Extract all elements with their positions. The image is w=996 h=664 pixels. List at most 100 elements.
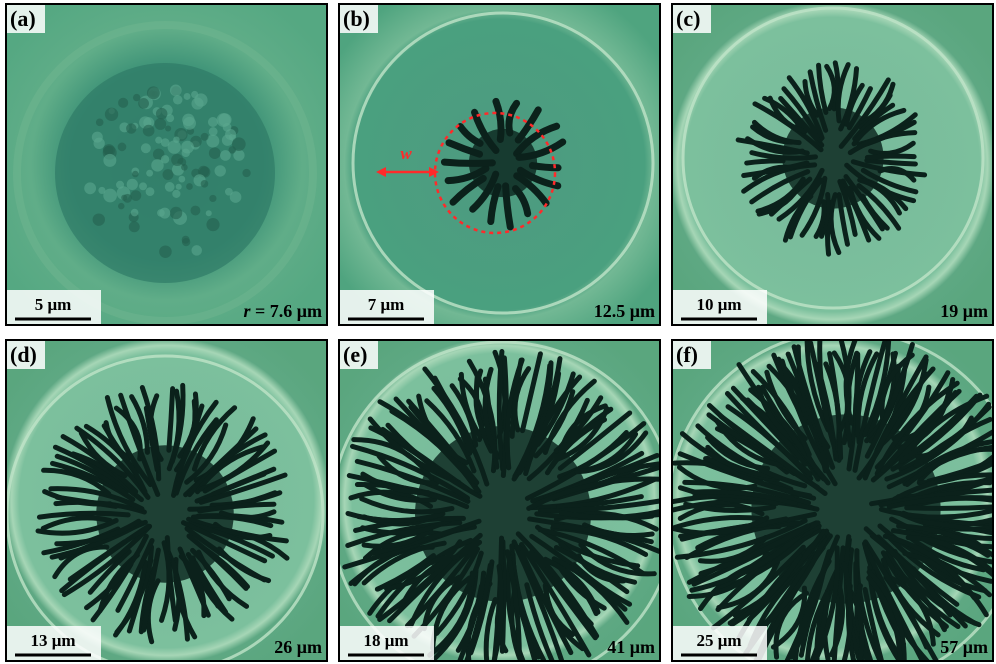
panel-label: (c)	[676, 6, 700, 31]
speckle	[201, 133, 209, 141]
speckle	[220, 150, 231, 161]
micrograph	[668, 330, 996, 664]
speckle	[172, 190, 180, 198]
speckle	[118, 143, 127, 152]
speckle	[178, 176, 185, 183]
finger	[907, 506, 996, 509]
radius-value: = 7.6 μm	[255, 301, 322, 321]
scale-bar-label: 5 μm	[35, 295, 72, 314]
speckle	[139, 182, 147, 190]
panel: (a) 5 μm r = 7.6 μm	[5, 3, 328, 326]
scale-bar-label: 13 μm	[30, 631, 75, 650]
annotation: w	[400, 144, 412, 163]
micrograph	[331, 339, 675, 664]
micrograph	[5, 3, 328, 326]
finger	[867, 156, 914, 157]
speckle	[165, 125, 171, 131]
panel: (e) 18 μm 41 μm	[331, 339, 675, 664]
micrograph: w	[338, 3, 661, 326]
speckle	[103, 154, 116, 167]
speckle	[96, 119, 104, 127]
speckle	[131, 190, 142, 201]
speckle	[116, 181, 124, 189]
speckle	[209, 195, 216, 202]
speckle	[191, 98, 203, 110]
radius-label: 41 μm	[607, 637, 655, 657]
speckle	[155, 137, 162, 144]
radius-value: 19 μm	[940, 301, 988, 321]
radius-value: 57 μm	[940, 637, 988, 657]
speckle	[165, 182, 175, 192]
speckle	[93, 213, 105, 225]
radius-value: 26 μm	[274, 637, 322, 657]
speckle	[154, 118, 166, 130]
speckle	[151, 159, 163, 171]
scale-bar-label: 25 μm	[696, 631, 741, 650]
speckle	[170, 84, 182, 96]
speckle	[186, 183, 193, 190]
speckle	[191, 206, 201, 216]
speckle	[182, 114, 194, 126]
speckle	[215, 165, 226, 176]
speckle	[206, 210, 212, 216]
speckle	[191, 245, 202, 256]
figure: (a) 5 μm r = 7.6 μm w (b) 7 μm 12.5 μm (c) 10 μm…	[0, 0, 996, 664]
speckle	[184, 93, 191, 100]
speckle	[209, 147, 221, 159]
finger	[444, 162, 492, 163]
speckle	[206, 218, 219, 231]
panel-label: (a)	[10, 6, 36, 31]
panel-label: (e)	[343, 342, 367, 367]
speckle	[223, 123, 232, 132]
speckle	[208, 117, 218, 127]
speckle	[131, 209, 139, 217]
scale-bar-label: 7 μm	[368, 295, 405, 314]
radius-label: 12.5 μm	[594, 301, 655, 321]
micrograph	[5, 339, 328, 664]
speckle	[121, 195, 127, 201]
panel: (d) 13 μm 26 μm	[5, 339, 328, 664]
scale-bar-label: 18 μm	[363, 631, 408, 650]
speckle	[176, 184, 182, 190]
panel-label: (f)	[676, 342, 698, 367]
speckle	[118, 203, 124, 209]
speckle	[209, 127, 218, 136]
radius-label: r = 7.6 μm	[244, 301, 322, 321]
speckle	[173, 95, 182, 104]
speckle	[126, 123, 136, 133]
speckle	[129, 221, 140, 232]
radius-label: 19 μm	[940, 301, 988, 321]
speckle	[182, 236, 190, 244]
speckle	[84, 182, 96, 194]
speckle	[146, 187, 155, 196]
speckle	[181, 141, 194, 154]
speckle	[143, 125, 155, 137]
radius-label: 57 μm	[940, 637, 988, 657]
speckle	[141, 143, 151, 153]
speckle	[147, 86, 160, 99]
speckle	[156, 108, 168, 120]
panel: (f) 25 μm 57 μm	[668, 330, 996, 664]
panel-label: (b)	[343, 6, 370, 31]
speckle	[105, 108, 118, 121]
speckle	[191, 91, 198, 98]
speckle	[173, 136, 180, 143]
speckle	[127, 179, 138, 190]
radius-symbol: r	[244, 301, 252, 321]
speckle	[159, 245, 172, 258]
speckle	[225, 188, 233, 196]
panel: (c) 10 μm 19 μm	[671, 3, 994, 326]
radius-value: 41 μm	[607, 637, 655, 657]
speckle	[170, 207, 182, 219]
scale-bar-label: 10 μm	[696, 295, 741, 314]
speckle	[232, 137, 246, 151]
speckle	[159, 208, 170, 219]
radius-value: 12.5 μm	[594, 301, 655, 321]
speckle	[201, 180, 209, 188]
speckle	[166, 114, 174, 122]
speckle	[132, 171, 139, 178]
speckle	[103, 189, 117, 203]
panel-label: (d)	[10, 342, 37, 367]
speckle	[181, 164, 188, 171]
finger	[747, 161, 783, 163]
